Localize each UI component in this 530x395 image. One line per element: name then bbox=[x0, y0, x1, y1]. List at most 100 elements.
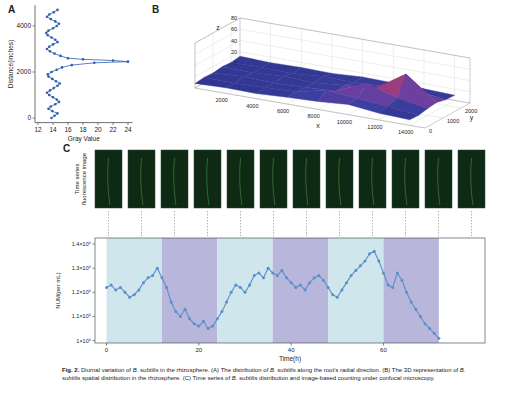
point bbox=[373, 250, 376, 253]
point bbox=[304, 288, 307, 291]
point bbox=[67, 57, 70, 60]
point bbox=[127, 60, 130, 63]
series-line bbox=[107, 251, 439, 338]
connector bbox=[108, 211, 109, 236]
tick-label: 12000 bbox=[367, 124, 382, 130]
tick-label: 60 bbox=[231, 26, 237, 32]
point bbox=[391, 286, 394, 289]
point bbox=[345, 281, 348, 284]
tick-label: 2000 bbox=[216, 97, 228, 103]
point bbox=[48, 13, 51, 16]
series bbox=[45, 9, 129, 120]
row-label: Time series bbox=[74, 164, 80, 195]
connector bbox=[141, 211, 142, 236]
grid-line bbox=[454, 55, 455, 100]
point bbox=[47, 75, 50, 78]
point bbox=[142, 281, 145, 284]
point bbox=[387, 284, 390, 287]
point bbox=[156, 267, 159, 270]
caption-text: distribution and image-based counting un… bbox=[257, 375, 434, 381]
box-edge bbox=[195, 43, 196, 88]
band bbox=[107, 238, 162, 343]
point bbox=[184, 308, 187, 311]
point bbox=[239, 286, 242, 289]
tick-label: 4000 bbox=[17, 22, 32, 29]
point bbox=[52, 43, 55, 46]
point bbox=[253, 274, 256, 277]
point bbox=[160, 276, 163, 279]
point bbox=[112, 59, 115, 62]
tick-label: 12 bbox=[34, 126, 42, 133]
tick bbox=[93, 316, 96, 317]
point bbox=[308, 281, 311, 284]
tick-label: 4000 bbox=[246, 103, 258, 109]
tick-label: 0 bbox=[27, 114, 31, 121]
root-signal bbox=[273, 158, 275, 205]
point bbox=[327, 286, 330, 289]
point bbox=[267, 267, 270, 270]
point bbox=[313, 276, 316, 279]
point bbox=[174, 310, 177, 313]
axis-title: Time(h) bbox=[279, 355, 301, 363]
point bbox=[51, 78, 54, 81]
axis-title: Distance(inches) bbox=[7, 40, 15, 88]
grid-line bbox=[240, 63, 470, 103]
tick bbox=[33, 72, 36, 73]
grid-line bbox=[195, 41, 240, 66]
point bbox=[124, 291, 127, 294]
tick-label: 14 bbox=[49, 126, 57, 133]
point bbox=[47, 29, 50, 32]
tick bbox=[33, 118, 36, 119]
point bbox=[248, 284, 251, 287]
tick-label: 0 bbox=[105, 347, 109, 353]
root-signal bbox=[240, 158, 242, 205]
tick bbox=[383, 343, 384, 346]
point bbox=[170, 300, 173, 303]
point bbox=[368, 252, 371, 255]
point bbox=[410, 300, 413, 303]
point bbox=[46, 48, 49, 51]
band bbox=[162, 238, 217, 343]
point bbox=[364, 259, 367, 262]
point bbox=[317, 274, 320, 277]
point bbox=[49, 50, 52, 53]
point bbox=[405, 291, 408, 294]
tick-label: 20 bbox=[94, 126, 102, 133]
point bbox=[56, 41, 59, 44]
point bbox=[55, 68, 58, 71]
tick-label: 0 bbox=[234, 60, 237, 66]
point bbox=[299, 284, 302, 287]
point bbox=[52, 87, 55, 90]
fluorescence-image bbox=[128, 150, 155, 208]
point bbox=[382, 272, 385, 275]
root-signal bbox=[207, 158, 209, 205]
connector bbox=[471, 211, 472, 236]
point bbox=[179, 315, 182, 318]
tick-label: 1.1×10⁶ bbox=[72, 313, 91, 319]
point bbox=[290, 281, 293, 284]
grid-line bbox=[240, 52, 470, 92]
tick-label: 1.4×10⁶ bbox=[72, 241, 91, 247]
box-edge bbox=[470, 58, 471, 103]
fluorescence-image bbox=[227, 150, 254, 208]
connector bbox=[207, 211, 208, 236]
tick-label: 1×10⁶ bbox=[76, 338, 91, 344]
point bbox=[400, 279, 403, 282]
point bbox=[202, 320, 205, 323]
point bbox=[428, 327, 431, 330]
connector bbox=[273, 211, 274, 236]
point bbox=[48, 94, 51, 97]
point bbox=[48, 45, 51, 48]
grid-line bbox=[195, 18, 240, 43]
point bbox=[225, 300, 228, 303]
point bbox=[133, 293, 136, 296]
panel-label: C bbox=[63, 143, 70, 154]
point bbox=[188, 317, 191, 320]
root-signal bbox=[141, 158, 143, 205]
point bbox=[128, 296, 131, 299]
point bbox=[193, 322, 196, 325]
point bbox=[46, 34, 49, 37]
caption-text: B. subtilis bbox=[270, 367, 296, 373]
point bbox=[52, 96, 55, 99]
point bbox=[54, 20, 57, 23]
